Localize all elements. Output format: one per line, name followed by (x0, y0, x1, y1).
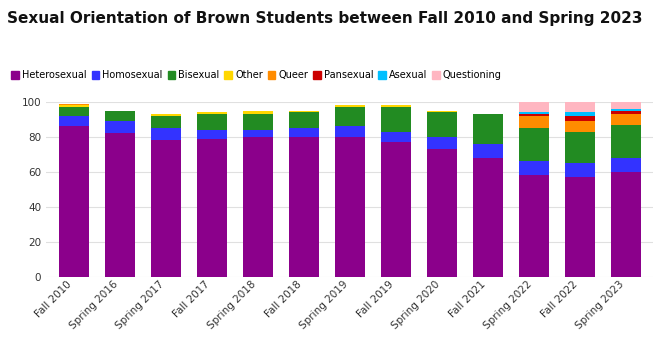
Bar (473, 114, 503, 144)
Bar (381, 142, 411, 277)
Bar (105, 133, 135, 277)
Bar (565, 132, 595, 163)
Bar (611, 114, 641, 124)
Bar (519, 116, 548, 128)
Bar (197, 139, 227, 277)
Bar (427, 149, 457, 277)
Bar (519, 112, 548, 114)
Bar (289, 137, 319, 277)
Bar (197, 112, 227, 114)
Bar (59, 106, 88, 107)
Bar (243, 137, 273, 277)
Legend: Heterosexual, Homosexual, Bisexual, Other, Queer, Pansexual, Asexual, Questionin: Heterosexual, Homosexual, Bisexual, Othe… (11, 70, 502, 80)
Bar (565, 116, 595, 121)
Bar (381, 132, 411, 142)
Bar (335, 107, 365, 126)
Bar (611, 111, 641, 114)
Bar (565, 177, 595, 277)
Bar (335, 106, 365, 107)
Bar (611, 158, 641, 172)
Bar (519, 161, 548, 175)
Bar (289, 112, 319, 128)
Bar (197, 130, 227, 139)
Bar (473, 144, 503, 158)
Bar (335, 126, 365, 137)
Bar (151, 141, 181, 277)
Bar (611, 102, 641, 109)
Text: Sexual Orientation of Brown Students between Fall 2010 and Spring 2023: Sexual Orientation of Brown Students bet… (7, 11, 642, 26)
Bar (151, 114, 181, 116)
Bar (59, 116, 88, 126)
Bar (59, 126, 88, 277)
Bar (243, 111, 273, 114)
Bar (519, 102, 548, 112)
Bar (335, 137, 365, 277)
Bar (519, 128, 548, 161)
Bar (565, 112, 595, 116)
Bar (473, 158, 503, 277)
Bar (519, 175, 548, 277)
Bar (565, 102, 595, 112)
Bar (151, 116, 181, 128)
Bar (611, 124, 641, 158)
Bar (427, 137, 457, 149)
Bar (427, 112, 457, 137)
Bar (197, 114, 227, 130)
Bar (105, 121, 135, 133)
Bar (105, 111, 135, 121)
Bar (289, 111, 319, 112)
Bar (519, 114, 548, 116)
Bar (565, 163, 595, 177)
Bar (611, 172, 641, 277)
Bar (59, 104, 88, 106)
Bar (243, 130, 273, 137)
Bar (381, 106, 411, 107)
Bar (427, 111, 457, 112)
Bar (151, 128, 181, 141)
Bar (289, 128, 319, 137)
Bar (611, 109, 641, 111)
Bar (243, 114, 273, 130)
Bar (565, 121, 595, 132)
Bar (381, 107, 411, 132)
Bar (59, 107, 88, 116)
